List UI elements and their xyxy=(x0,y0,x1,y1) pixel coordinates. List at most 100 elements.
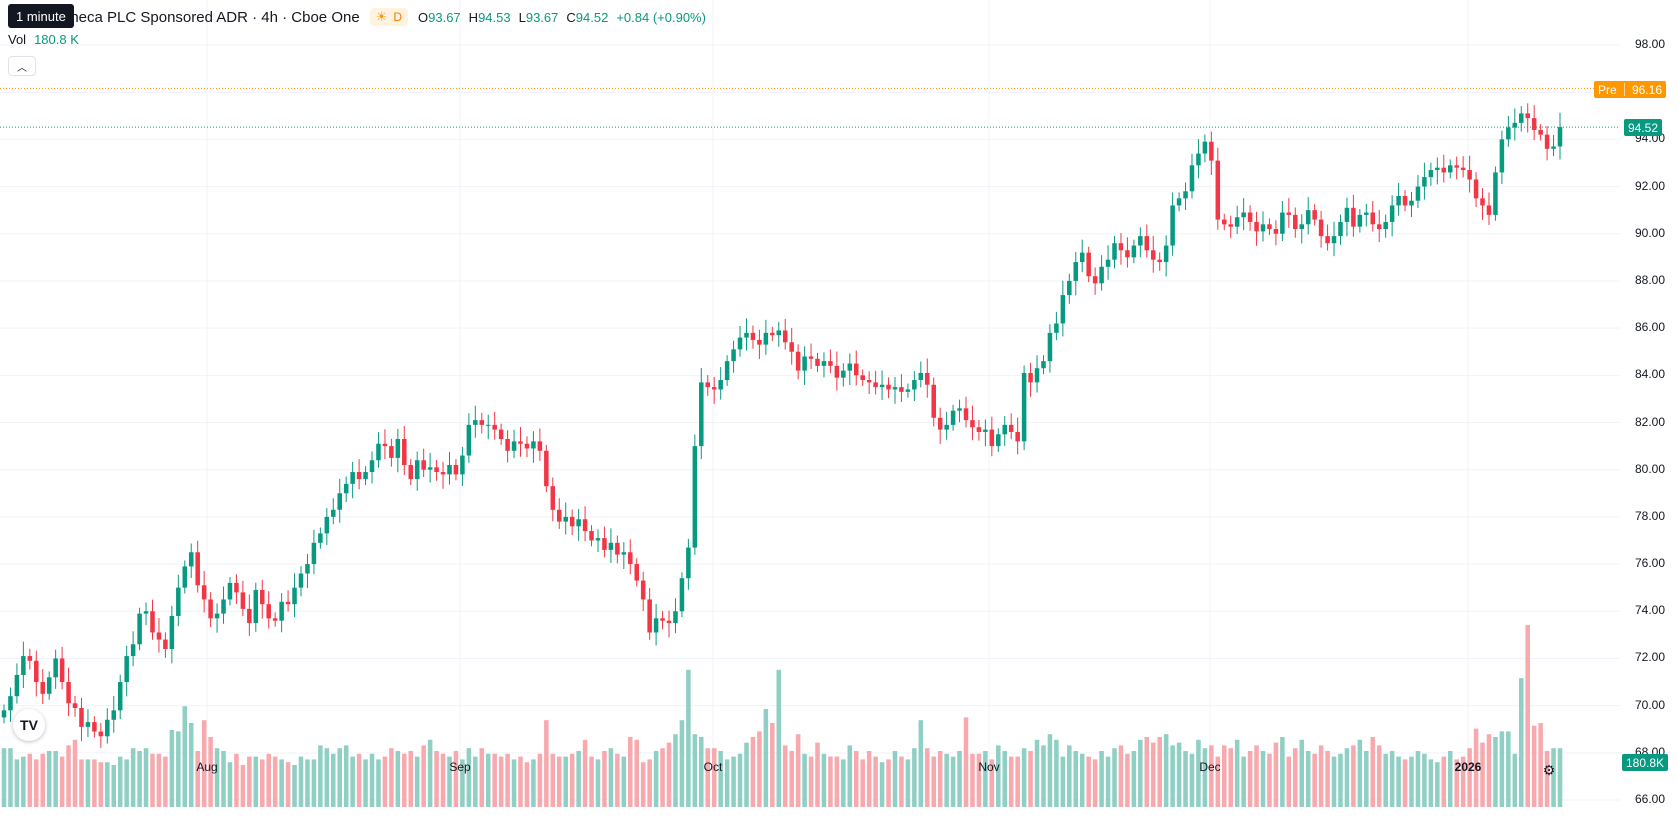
volume-bar xyxy=(531,759,536,807)
volume-bar xyxy=(724,759,730,807)
volume-bar xyxy=(208,737,213,807)
volume-bar xyxy=(1351,745,1356,807)
volume-bar xyxy=(1008,756,1014,807)
candle-body xyxy=(983,429,988,432)
volume-legend[interactable]: Vol 180.8 K xyxy=(8,32,79,47)
volume-bar xyxy=(1125,753,1130,807)
candle-body xyxy=(660,618,665,621)
candle-body xyxy=(1396,196,1401,206)
candle-body xyxy=(866,380,872,383)
volume-bar xyxy=(1544,751,1550,807)
candle-body xyxy=(1,710,7,718)
candle-body xyxy=(1551,146,1556,149)
price-axis-label: 88.00 xyxy=(1634,272,1665,287)
candle-body xyxy=(92,722,97,732)
price-axis-label: 86.00 xyxy=(1634,320,1665,335)
candle-body xyxy=(841,370,846,378)
volume-bar xyxy=(395,751,401,807)
candle-body xyxy=(1209,141,1214,161)
candle-body xyxy=(46,677,52,694)
volume-bar xyxy=(124,759,129,807)
volume-bar xyxy=(201,720,207,807)
volume-bar xyxy=(1079,753,1085,807)
candle-body xyxy=(72,703,78,708)
candle-body xyxy=(1189,165,1195,192)
symbol-legend[interactable]: eneca PLC Sponsored ADR · 4h · Cboe One … xyxy=(8,6,706,28)
candle-body xyxy=(692,446,698,548)
candle-body xyxy=(259,590,265,605)
candle-body xyxy=(1067,280,1072,296)
time-axis-label: Sep xyxy=(449,760,471,774)
time-axis-label: Nov xyxy=(978,760,1000,774)
volume-bar xyxy=(1144,737,1150,807)
volume-bar xyxy=(524,762,530,807)
price-axis-label: 74.00 xyxy=(1634,603,1665,618)
candle-body xyxy=(944,424,949,430)
candle-body xyxy=(1493,172,1498,215)
volume-bar xyxy=(1402,759,1408,807)
volume-bar xyxy=(176,731,181,807)
price-axis-label: 70.00 xyxy=(1634,697,1665,712)
candle-body xyxy=(1286,212,1292,215)
candle-body xyxy=(1351,207,1356,227)
candle-body xyxy=(1447,165,1453,173)
candle-body xyxy=(886,384,891,390)
candle-body xyxy=(1415,186,1421,201)
volume-bar xyxy=(163,756,168,807)
candle-body xyxy=(1454,165,1459,168)
candle-body xyxy=(331,509,336,517)
volume-bar xyxy=(996,745,1001,807)
volume-bar xyxy=(1357,739,1363,807)
volume-bar xyxy=(343,745,349,807)
session-badge[interactable]: ☀ D xyxy=(369,8,408,26)
volume-bar xyxy=(950,756,956,807)
volume-bar xyxy=(14,759,20,807)
volume-bar xyxy=(886,759,891,807)
volume-bar xyxy=(356,753,362,807)
symbol-title[interactable]: eneca PLC Sponsored ADR · 4h · Cboe One xyxy=(62,8,360,26)
volume-bar xyxy=(1389,751,1395,807)
candle-body xyxy=(847,363,853,371)
volume-bar xyxy=(705,748,711,807)
price-axis-label: 72.00 xyxy=(1634,650,1665,665)
volume-bar xyxy=(382,756,388,807)
volume-bar xyxy=(1054,739,1059,807)
volume-bar xyxy=(1267,753,1272,807)
volume-bar xyxy=(292,765,297,807)
price-axis-label: 80.00 xyxy=(1634,461,1665,476)
candle-body xyxy=(905,389,911,392)
collapse-legend-button[interactable]: ︿ xyxy=(8,56,36,76)
volume-bar xyxy=(1086,756,1091,807)
candle-body xyxy=(240,592,246,609)
candle-body xyxy=(918,372,924,381)
volume-bar xyxy=(59,756,65,807)
candle-body xyxy=(214,613,220,619)
volume-bar xyxy=(427,739,433,807)
price-axis-label: 66.00 xyxy=(1634,792,1665,806)
candle-body xyxy=(1118,243,1124,251)
open-key: O xyxy=(418,9,429,25)
time-axis-label: Dec xyxy=(1199,760,1221,774)
volume-bar xyxy=(1551,748,1556,807)
candle-body xyxy=(1144,236,1150,251)
candle-body xyxy=(537,441,543,451)
gear-icon[interactable]: ⚙ xyxy=(1542,761,1556,778)
candle-body xyxy=(298,573,304,588)
candle-body xyxy=(98,731,104,737)
candle-body xyxy=(176,587,181,616)
candle-body xyxy=(195,552,200,586)
volume-bar xyxy=(815,742,820,807)
tradingview-logo-icon[interactable]: TV xyxy=(13,709,45,741)
candle-body xyxy=(227,582,233,600)
candle-body xyxy=(402,439,407,465)
volume-bar xyxy=(1092,759,1098,807)
volume-bar xyxy=(937,751,943,807)
price-axis-label: 92.00 xyxy=(1634,178,1665,193)
volume-bar xyxy=(298,756,304,807)
candle-body xyxy=(634,564,639,581)
volume-bar xyxy=(731,756,736,807)
candle-body xyxy=(1273,229,1279,234)
candle-body xyxy=(976,427,982,432)
volume-bar xyxy=(1202,748,1208,807)
